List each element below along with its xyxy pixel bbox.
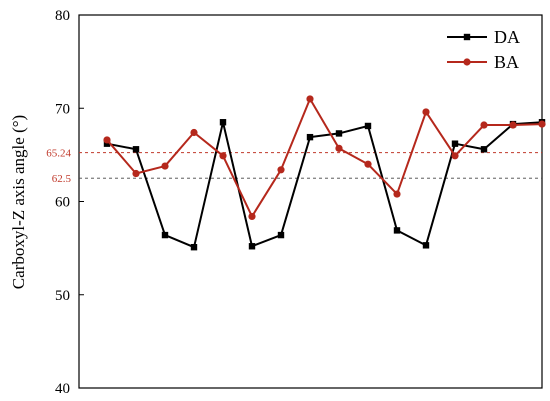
series-layer: [103, 95, 546, 251]
data-point: [190, 128, 198, 137]
data-point: [364, 160, 372, 168]
data-point: [509, 121, 517, 129]
legend-marker: [463, 58, 471, 66]
legend-item: DA: [447, 27, 520, 47]
data-point: [422, 108, 430, 116]
data-point: [335, 144, 343, 152]
data-point: [335, 130, 343, 137]
plot-frame: [78, 14, 543, 389]
legend-label: BA: [494, 52, 519, 72]
data-point: [132, 146, 140, 153]
data-point: [103, 136, 111, 144]
data-point: [277, 231, 285, 239]
data-point: [422, 242, 430, 249]
data-point: [219, 152, 227, 160]
y-tick-label: 60: [55, 195, 70, 211]
data-point: [219, 119, 227, 126]
y-tick-label: 80: [55, 8, 70, 24]
data-point: [132, 169, 140, 178]
data-point: [306, 133, 314, 141]
data-point: [538, 120, 546, 128]
data-point: [393, 227, 401, 234]
data-point: [451, 152, 459, 160]
reference-line-label: 62.5: [52, 173, 72, 185]
series-da: [103, 119, 546, 251]
data-point: [451, 140, 459, 147]
data-point: [393, 190, 401, 198]
data-point: [161, 162, 169, 170]
legend-label: DA: [494, 27, 520, 47]
data-point: [480, 146, 488, 153]
data-point: [306, 95, 314, 103]
data-point: [190, 243, 198, 251]
series-ba: [103, 95, 546, 221]
legend-item: BA: [447, 52, 519, 72]
legend-marker: [463, 33, 471, 41]
y-axis-label: Carboxyl-Z axis angle (°): [9, 115, 28, 289]
reference-line-label: 65.24: [46, 148, 71, 160]
data-point: [161, 231, 169, 239]
data-point: [103, 140, 111, 147]
series-line: [106, 97, 543, 218]
y-tick-label: 70: [55, 101, 70, 117]
series-line: [106, 121, 543, 249]
data-point: [480, 121, 488, 129]
data-point: [277, 166, 285, 174]
reference-lines: 65.24 62.5: [46, 148, 542, 185]
y-tick-label: 40: [55, 381, 70, 397]
y-tick-label: 50: [55, 288, 70, 304]
y-axis: 40 50 60 70 80: [55, 8, 84, 397]
legend: DA BA: [447, 27, 520, 72]
data-point: [248, 212, 256, 221]
data-point: [364, 122, 372, 130]
data-point: [248, 243, 256, 250]
